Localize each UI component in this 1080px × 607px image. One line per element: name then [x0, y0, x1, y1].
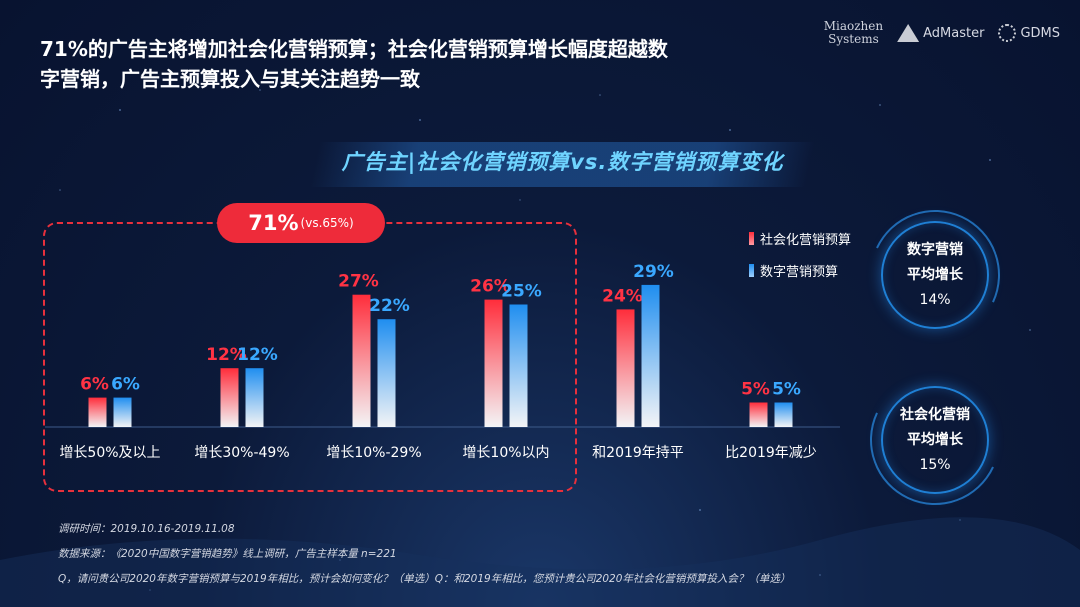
partner-logos: Miaozhen Systems AdMaster GDMS — [824, 20, 1060, 46]
miaozhen-logo-line1: Miaozhen — [823, 19, 884, 33]
data-label-digital-3: 25% — [501, 282, 542, 302]
category-label-5: 比2019年减少 — [725, 445, 817, 461]
legend-label-social: 社会化营销预算 — [760, 232, 852, 248]
chart-title: 广告主|社会化营销预算vs.数字营销预算变化 — [341, 150, 784, 174]
digital-average-ring: 数字营销 平均增长 14% — [881, 221, 989, 329]
legend-item-social: 社会化营销预算 — [749, 228, 851, 248]
bar-social-0 — [88, 397, 107, 427]
bar-digital-0 — [113, 397, 132, 427]
footnote-survey-time: 调研时间：2019.10.16-2019.11.08 — [58, 523, 235, 535]
bar-digital-2 — [377, 319, 396, 427]
increase-total-compare: (vs.65%) — [300, 216, 354, 230]
data-label-social-5: 5% — [741, 380, 770, 400]
digital-ring-value: 14% — [919, 291, 951, 308]
legend-swatch-digital — [749, 263, 754, 277]
miaozhen-logo-line2: Systems — [828, 32, 879, 46]
data-label-social-0: 6% — [80, 375, 109, 395]
category-label-3: 增长10%以内 — [462, 445, 549, 461]
footnote-data-source: 数据来源：《2020中国数字营销趋势》线上调研，广告主样本量 n=221 — [58, 548, 397, 560]
data-label-social-3: 26% — [470, 277, 511, 297]
bar-social-3 — [484, 299, 503, 427]
category-label-2: 增长10%-29% — [326, 445, 421, 461]
bar-digital-4 — [641, 284, 660, 427]
admaster-logo-text: AdMaster — [923, 25, 985, 41]
digital-ring-line1: 数字营销 — [907, 241, 963, 258]
data-label-digital-4: 29% — [633, 262, 674, 282]
bar-digital-5 — [774, 402, 793, 427]
footnote-questions: Q，请问贵公司2020年数字营销预算与2019年相比，预计会如何变化？（单选）Q… — [58, 573, 791, 585]
social-ring-line1: 社会化营销 — [900, 406, 970, 423]
admaster-logo: AdMaster — [897, 24, 984, 42]
social-ring-line2: 平均增长 — [907, 431, 963, 448]
gdms-logo-text: GDMS — [1020, 25, 1060, 41]
legend-item-digital: 数字营销预算 — [749, 260, 851, 280]
bar-social-4 — [616, 309, 635, 427]
data-label-social-2: 27% — [338, 272, 379, 292]
page-title: 71%的广告主将增加社会化营销预算；社会化营销预算增长幅度超越数字营销，广告主预… — [40, 37, 668, 91]
legend-swatch-social — [749, 231, 754, 245]
bar-social-5 — [749, 402, 768, 427]
gdms-logo: GDMS — [998, 24, 1060, 42]
legend-label-digital: 数字营销预算 — [760, 264, 839, 280]
social-average-ring: 社会化营销 平均增长 15% — [881, 386, 989, 494]
social-ring-value: 15% — [919, 456, 951, 473]
increase-total-value: 71% — [248, 211, 299, 235]
data-label-digital-1: 12% — [237, 345, 278, 365]
category-label-4: 和2019年持平 — [592, 445, 684, 461]
gdms-mark-icon — [998, 24, 1017, 42]
data-label-social-4: 24% — [602, 286, 643, 306]
category-label-0: 增长50%及以上 — [59, 445, 160, 461]
data-label-digital-5: 5% — [772, 380, 801, 400]
data-label-digital-0: 6% — [111, 375, 140, 395]
bar-social-1 — [220, 368, 239, 427]
miaozhen-logo: Miaozhen Systems — [824, 20, 883, 46]
bar-social-2 — [352, 294, 371, 427]
bar-digital-3 — [509, 304, 528, 427]
bar-digital-1 — [245, 368, 264, 427]
data-label-digital-2: 22% — [369, 296, 410, 316]
data-label-social-1: 12% — [206, 345, 247, 365]
increase-total-badge: 71% (vs.65%) — [217, 203, 385, 243]
chart-legend: 社会化营销预算 数字营销预算 — [749, 228, 851, 292]
category-label-1: 增长30%-49% — [194, 445, 289, 461]
digital-ring-line2: 平均增长 — [907, 266, 963, 283]
